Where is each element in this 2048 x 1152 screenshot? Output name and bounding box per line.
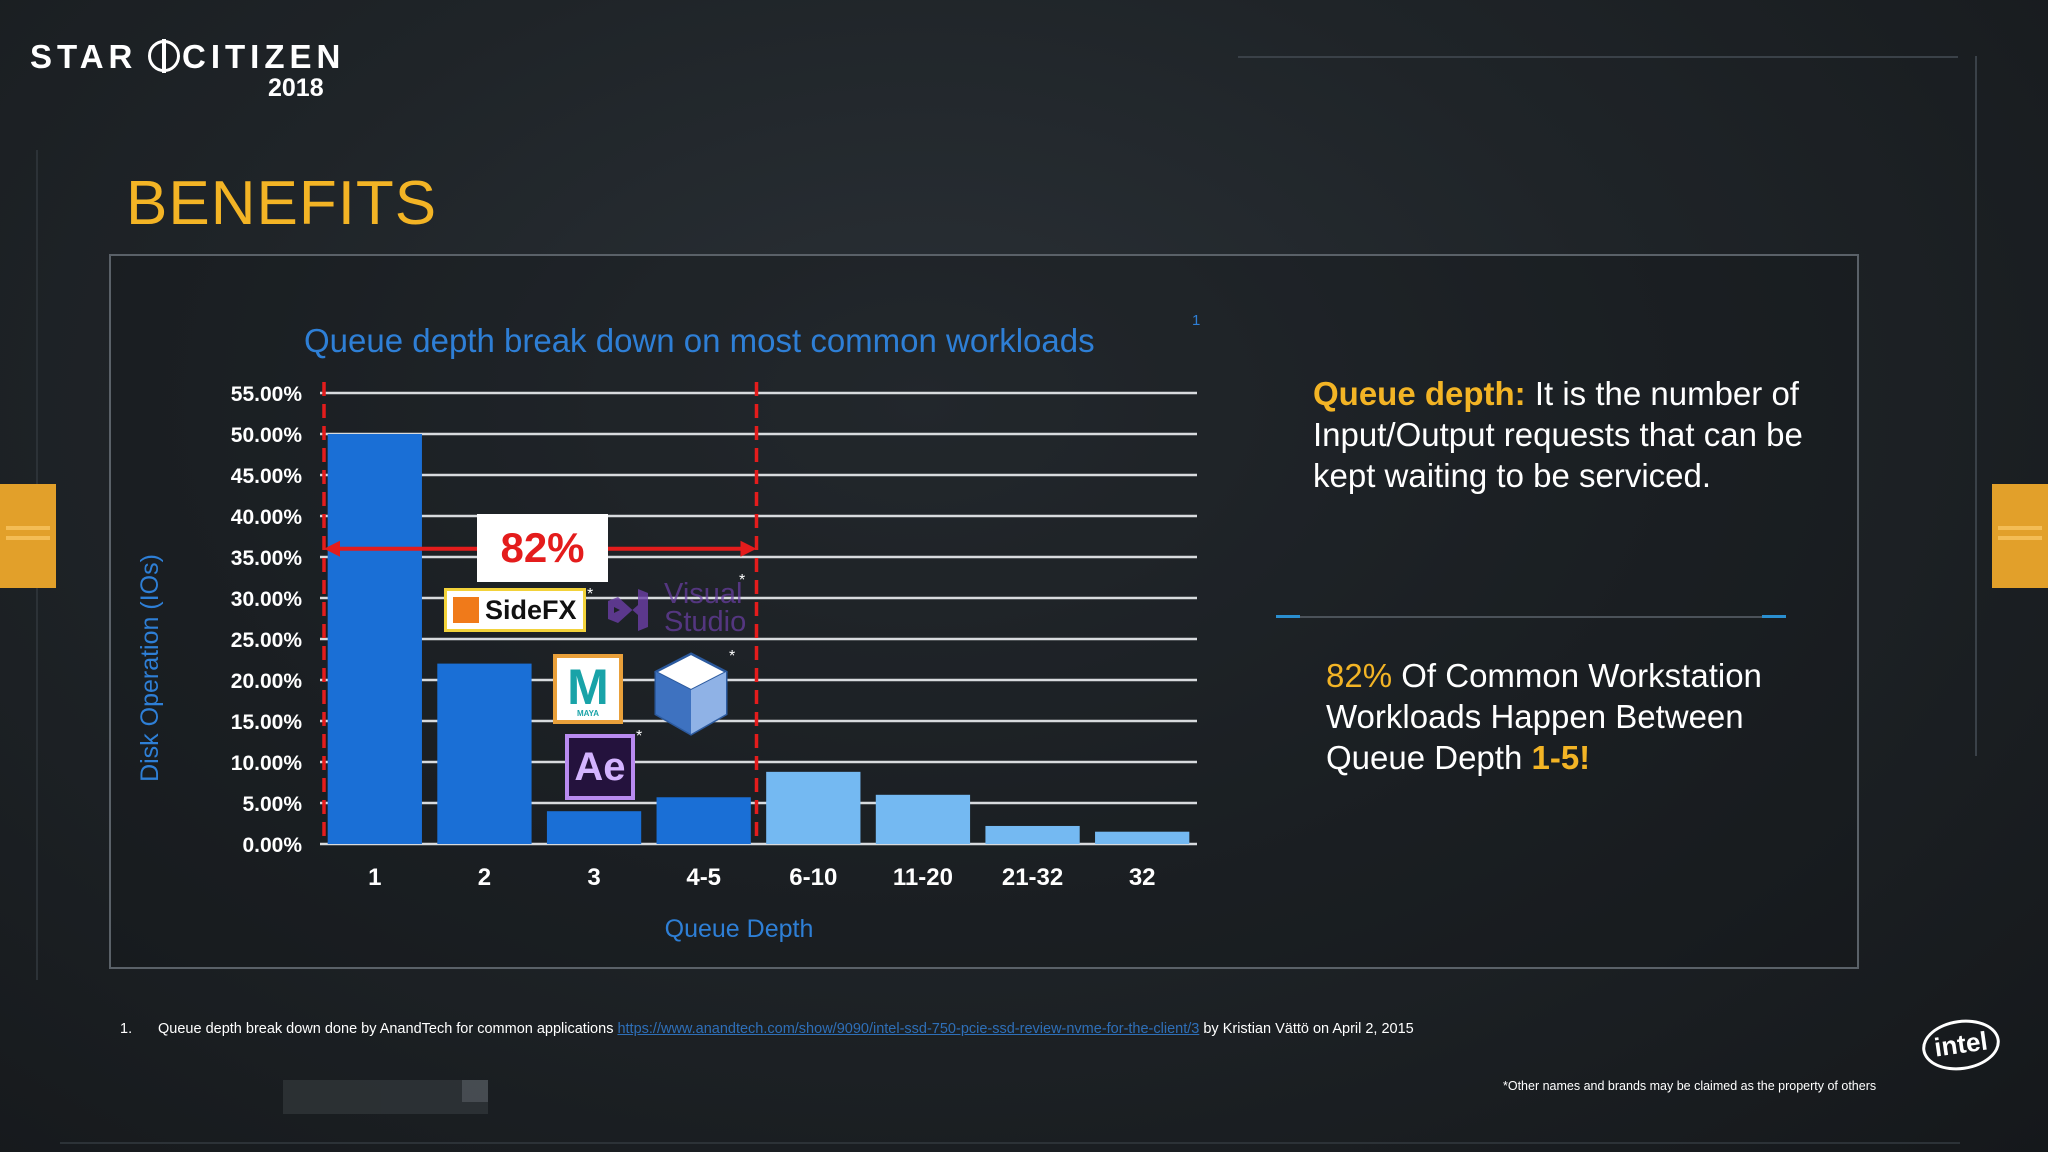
- footnote-reference: 1: [1192, 312, 1201, 329]
- bar-6-10: [766, 771, 861, 844]
- divider-cap-right: [1762, 615, 1786, 618]
- x-tick-label: 4-5: [686, 864, 721, 891]
- x-tick-label: 1: [368, 864, 381, 891]
- hud-line-top: [1238, 56, 1958, 58]
- y-tick-label: 25.00%: [231, 629, 303, 652]
- visual-studio-icon: [608, 589, 648, 631]
- hud-line-bottom: [60, 1142, 1960, 1144]
- ae-asterisk: *: [636, 728, 643, 745]
- footnote-suffix: by Kristian Vättö on April 2, 2015: [1199, 1021, 1414, 1037]
- x-tick-label: 6-10: [789, 864, 837, 891]
- logo-name-left: STAR: [30, 38, 138, 75]
- bar-4-5: [656, 797, 751, 844]
- vstudio-asterisk: *: [739, 572, 746, 589]
- bar-21-32: [985, 825, 1080, 844]
- brands-disclaimer: *Other names and brands may be claimed a…: [1503, 1079, 1877, 1093]
- star-citizen-logo: STAR CITIZEN 2018: [30, 38, 340, 104]
- sidefx-mark-icon: [453, 597, 479, 623]
- divider: [1276, 616, 1786, 618]
- footnote-text: Queue depth break down done by AnandTech…: [158, 1021, 618, 1037]
- highlight-percent: 82%: [1326, 657, 1393, 694]
- y-axis-label: Disk Operation (IOs): [136, 554, 164, 782]
- y-tick-label: 5.00%: [242, 793, 302, 816]
- bar-32: [1095, 831, 1190, 844]
- y-tick-label: 45.00%: [231, 465, 303, 488]
- chart-x-ticks: 1 2 3 4-5 6-10 11-20 21-32 32: [368, 864, 1155, 891]
- x-tick-label: 2: [478, 864, 491, 891]
- sidefx-logo: SideFX: [444, 588, 586, 632]
- definition-text: It is the number of Input/Output request…: [1313, 375, 1803, 494]
- left-side-tab: [0, 484, 56, 588]
- chart-title: Queue depth break down on most common wo…: [304, 322, 1095, 359]
- logo-year: 2018: [268, 74, 324, 102]
- y-tick-label: 10.00%: [231, 752, 303, 775]
- footnote-source-link[interactable]: https://www.anandtech.com/show/9090/inte…: [617, 1021, 1200, 1037]
- maya-logo: M MAYA: [553, 654, 623, 724]
- highlight-text: Of Common Workstation Workloads Happen B…: [1326, 657, 1762, 776]
- divider-cap-left: [1276, 615, 1300, 618]
- virtualbox-asterisk: *: [729, 648, 736, 665]
- highlight-range: 1-5!: [1531, 739, 1591, 776]
- sidefx-asterisk: *: [587, 586, 594, 603]
- bar-2: [437, 663, 532, 844]
- y-tick-label: 35.00%: [231, 547, 303, 570]
- page-title: BENEFITS: [126, 169, 438, 238]
- chevron-down-icon: [462, 1080, 488, 1102]
- bar-11-20: [875, 794, 971, 844]
- y-tick-label: 55.00%: [231, 383, 303, 406]
- workload-highlight: 82% Of Common Workstation Workloads Happ…: [1326, 655, 1826, 778]
- chart-y-ticks: 0.00% 5.00% 10.00% 15.00% 20.00% 25.00% 30.00%…: [231, 383, 303, 857]
- bar-1: [327, 434, 422, 844]
- bar-3: [546, 811, 642, 844]
- x-tick-label: 3: [587, 864, 600, 891]
- logo-emblem-icon: [148, 40, 180, 72]
- x-axis-label: Queue Depth: [665, 915, 814, 943]
- footnote: 1. Queue depth break down done by AnandTe…: [120, 1021, 1414, 1037]
- y-tick-label: 0.00%: [242, 834, 302, 857]
- y-tick-label: 30.00%: [231, 588, 303, 611]
- maya-sub-label: MAYA: [576, 709, 600, 718]
- x-tick-label: 11-20: [893, 864, 953, 891]
- right-side-tab: [1992, 484, 2048, 588]
- y-tick-label: 40.00%: [231, 506, 303, 529]
- logo-name-right: CITIZEN: [182, 38, 346, 75]
- sidefx-label: SideFX: [485, 595, 577, 625]
- chart-bars: [327, 434, 1190, 844]
- footnote-number: 1.: [120, 1021, 133, 1037]
- callout-82-percent: 82%: [477, 514, 608, 582]
- y-tick-label: 15.00%: [231, 711, 303, 734]
- x-tick-label: 21-32: [1002, 864, 1063, 891]
- hud-line-right: [1975, 56, 1977, 756]
- visual-studio-label: Visual Studio: [664, 578, 747, 638]
- queue-depth-definition: Queue depth: It is the number of Input/O…: [1313, 373, 1833, 496]
- after-effects-logo: Ae: [565, 734, 635, 800]
- bracket-arrowhead-left: [324, 540, 340, 557]
- y-tick-label: 50.00%: [231, 424, 303, 447]
- maya-letter: M: [567, 659, 609, 715]
- virtualbox-icon: [653, 652, 729, 736]
- definition-label: Queue depth:: [1313, 375, 1526, 412]
- y-tick-label: 20.00%: [231, 670, 303, 693]
- hud-dropdown-decoration: [283, 1080, 488, 1114]
- x-tick-label: 32: [1129, 864, 1156, 891]
- bracket-arrowhead-right: [740, 540, 757, 557]
